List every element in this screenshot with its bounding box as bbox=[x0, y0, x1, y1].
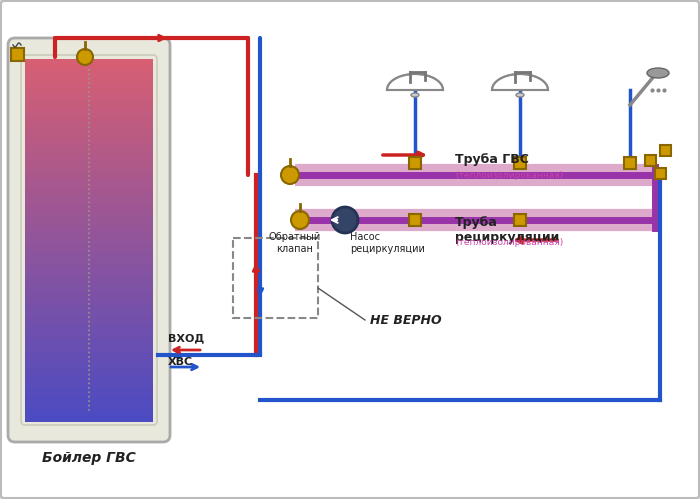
Bar bbox=[25, 363, 153, 368]
Bar bbox=[25, 59, 153, 63]
Bar bbox=[25, 70, 153, 74]
Bar bbox=[25, 142, 153, 147]
Bar bbox=[25, 294, 153, 299]
Bar bbox=[25, 345, 153, 350]
Bar bbox=[25, 121, 153, 125]
Bar bbox=[25, 301, 153, 306]
Bar bbox=[25, 240, 153, 245]
Bar bbox=[25, 280, 153, 284]
Ellipse shape bbox=[516, 93, 524, 97]
Bar bbox=[25, 222, 153, 227]
Bar bbox=[25, 73, 153, 78]
Bar bbox=[25, 175, 153, 180]
Bar bbox=[25, 200, 153, 205]
Bar bbox=[25, 226, 153, 230]
Bar bbox=[25, 168, 153, 172]
Bar bbox=[25, 160, 153, 165]
Bar bbox=[25, 265, 153, 270]
Bar bbox=[25, 399, 153, 404]
Bar bbox=[25, 92, 153, 96]
Bar bbox=[25, 403, 153, 408]
Bar bbox=[25, 261, 153, 266]
Bar bbox=[25, 244, 153, 248]
Bar bbox=[25, 287, 153, 292]
Bar bbox=[25, 193, 153, 198]
Bar bbox=[25, 247, 153, 252]
Bar bbox=[25, 128, 153, 132]
Bar bbox=[25, 208, 153, 212]
Bar bbox=[25, 77, 153, 82]
Bar bbox=[25, 338, 153, 342]
Bar bbox=[25, 99, 153, 103]
Bar bbox=[25, 229, 153, 234]
Bar bbox=[25, 254, 153, 259]
Text: НЕ ВЕРНО: НЕ ВЕРНО bbox=[370, 313, 442, 326]
Ellipse shape bbox=[291, 211, 309, 229]
Ellipse shape bbox=[332, 207, 358, 233]
Bar bbox=[25, 334, 153, 339]
Bar bbox=[25, 323, 153, 328]
Bar bbox=[25, 370, 153, 375]
Bar bbox=[25, 153, 153, 158]
Bar bbox=[25, 157, 153, 161]
Bar bbox=[25, 204, 153, 209]
Bar bbox=[25, 359, 153, 364]
Ellipse shape bbox=[647, 68, 669, 78]
Bar bbox=[25, 316, 153, 321]
Bar bbox=[25, 110, 153, 114]
Bar bbox=[409, 214, 421, 226]
Bar bbox=[660, 145, 671, 156]
Text: (теплоизолированная): (теплоизолированная) bbox=[455, 238, 564, 247]
Bar bbox=[25, 189, 153, 194]
Bar bbox=[25, 233, 153, 238]
Bar bbox=[25, 330, 153, 335]
Bar bbox=[25, 197, 153, 201]
Bar bbox=[645, 155, 656, 166]
Bar bbox=[514, 157, 526, 169]
Text: Бойлер ГВС: Бойлер ГВС bbox=[42, 451, 136, 465]
Bar bbox=[25, 182, 153, 187]
Bar bbox=[25, 186, 153, 190]
Text: Труба
рециркуляции: Труба рециркуляции bbox=[455, 216, 559, 244]
Text: (теплоизолированная): (теплоизолированная) bbox=[455, 171, 564, 180]
Bar bbox=[25, 237, 153, 241]
Text: Обратный
клапан: Обратный клапан bbox=[269, 232, 321, 253]
Bar bbox=[25, 215, 153, 219]
Bar bbox=[25, 272, 153, 277]
Bar bbox=[25, 102, 153, 107]
Bar bbox=[25, 276, 153, 281]
Bar bbox=[25, 388, 153, 393]
Bar bbox=[25, 171, 153, 176]
Bar bbox=[409, 157, 421, 169]
Bar bbox=[25, 327, 153, 331]
Bar bbox=[25, 95, 153, 100]
Bar bbox=[25, 341, 153, 346]
Polygon shape bbox=[387, 74, 443, 90]
Bar bbox=[25, 117, 153, 122]
Bar bbox=[25, 146, 153, 151]
Bar bbox=[25, 410, 153, 415]
Bar bbox=[25, 312, 153, 317]
Bar bbox=[25, 385, 153, 389]
Bar bbox=[25, 349, 153, 353]
Bar bbox=[25, 356, 153, 360]
Bar bbox=[25, 66, 153, 71]
Bar bbox=[25, 309, 153, 313]
Polygon shape bbox=[492, 74, 548, 90]
Bar bbox=[25, 367, 153, 371]
Text: ВХОД: ВХОД bbox=[168, 333, 204, 343]
Bar bbox=[25, 88, 153, 93]
Bar bbox=[25, 283, 153, 288]
Bar bbox=[25, 84, 153, 89]
Bar bbox=[25, 374, 153, 379]
Ellipse shape bbox=[77, 49, 93, 65]
Bar bbox=[25, 113, 153, 118]
Bar bbox=[25, 298, 153, 302]
Bar bbox=[25, 305, 153, 310]
Bar bbox=[25, 164, 153, 169]
Bar bbox=[25, 417, 153, 422]
Ellipse shape bbox=[281, 166, 299, 184]
Ellipse shape bbox=[411, 93, 419, 97]
Bar bbox=[25, 81, 153, 85]
